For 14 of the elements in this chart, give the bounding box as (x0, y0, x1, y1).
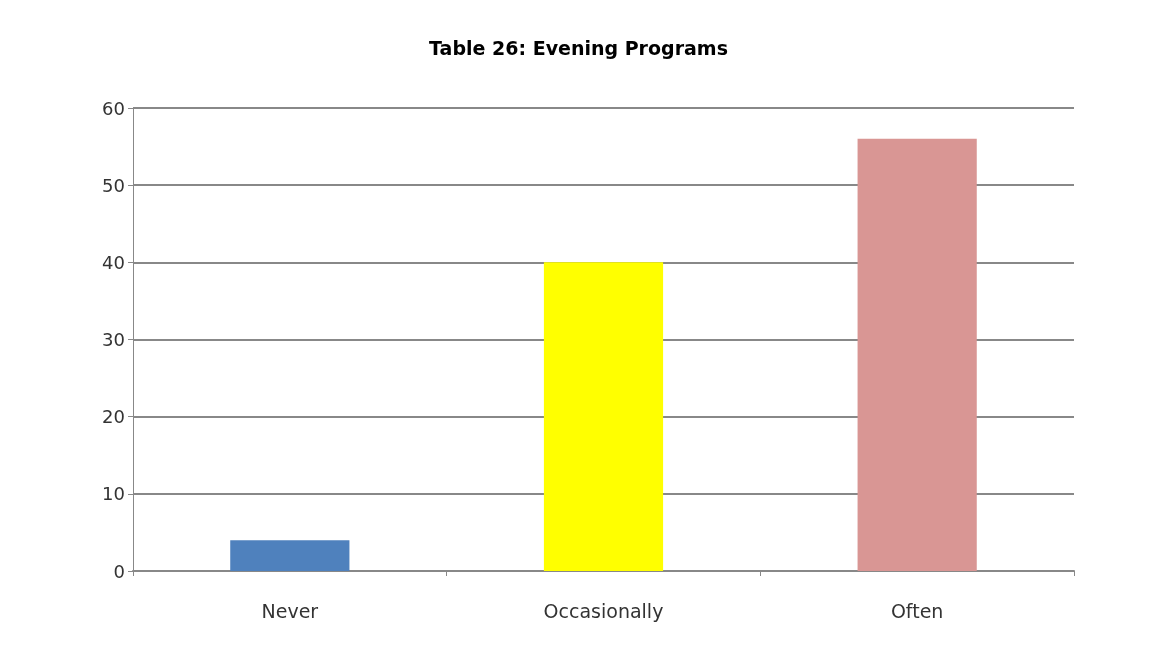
chart-title: Table 26: Evening Programs (429, 36, 728, 59)
x-tick-label: Never (261, 599, 319, 622)
y-tick-label: 10 (102, 483, 125, 505)
x-tick-label: Occasionally (543, 599, 664, 622)
x-tick-label: Often (890, 599, 944, 622)
bar (543, 262, 664, 571)
bar (230, 540, 350, 571)
y-tick-label: 40 (102, 251, 125, 273)
y-tick-label: 60 (102, 97, 125, 119)
y-tick-label: 30 (102, 329, 125, 350)
y-tick-label: 20 (102, 406, 125, 428)
y-tick-label: 0 (113, 560, 125, 582)
bar (857, 138, 977, 571)
y-tick-label: 50 (102, 174, 125, 196)
